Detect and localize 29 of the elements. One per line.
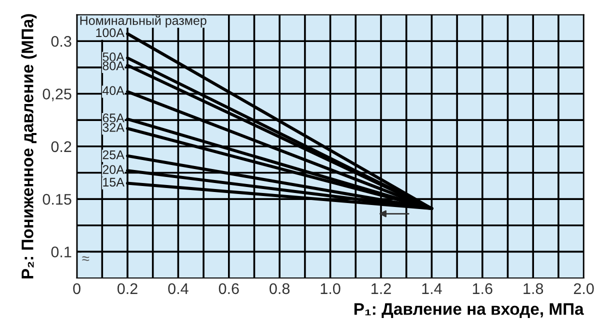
series-label: 100A [96,28,124,38]
series-label: 15A [103,178,124,187]
y-axis-title: P₂: Пониженное давление (МПа) [21,14,37,278]
series-label: 20A [102,165,124,174]
series-label: 25A [102,150,124,160]
x-tick-label: 0.2 [117,283,138,294]
series-label: 80A [102,61,124,70]
annotation: Номинальный размер [80,16,206,28]
series-label: 32A [102,123,124,132]
x-tick-label: 1.8 [524,283,544,294]
series-label: 65A [102,114,124,122]
y-tick-label: 0.15 [42,194,72,205]
x-tick-label: 2.0 [574,283,594,294]
x-tick-label: 1.4 [422,283,442,294]
y-tick-label: 0.1 [51,246,72,258]
x-tick-label: 0.8 [270,283,290,294]
series-label: 50A [102,52,124,62]
series-label: 40A [102,86,124,96]
annotation: ≈ [82,256,90,261]
y-tick-label: 0.2 [51,141,72,152]
y-tick-label: 0,25 [42,88,72,102]
x-tick-label: 0 [73,283,80,294]
x-tick-label: 1.6 [472,283,492,294]
x-tick-label: 1.2 [372,283,391,294]
y-tick-label: 0.3 [51,36,72,47]
x-axis-title: P₁: Давление на входе, МПа [354,303,584,318]
x-tick-label: 0.6 [218,283,239,294]
x-tick-label: 0.4 [168,283,188,294]
x-tick-label: 1.0 [320,283,340,294]
